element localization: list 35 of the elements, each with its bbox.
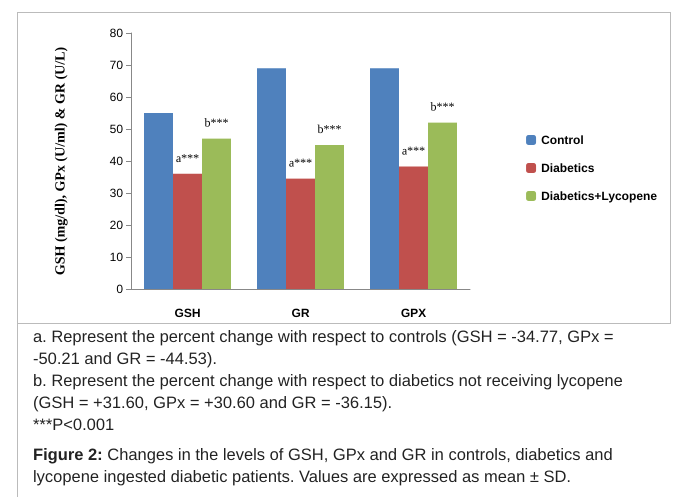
bar [202, 138, 231, 289]
y-tick-label: 10 [110, 250, 124, 264]
y-tick-label: 50 [110, 122, 124, 136]
data-label: b*** [430, 100, 454, 114]
data-label: b*** [318, 122, 342, 136]
x-tick-label: GPX [400, 306, 426, 320]
data-label: a*** [176, 150, 200, 165]
x-tick-label: GR [292, 306, 310, 320]
x-tick-label: GSH [174, 306, 201, 320]
y-tick-label: 70 [110, 58, 124, 72]
bar [428, 122, 457, 289]
y-axis-title: GSH (mg/dl), GPx (U/ml) & GR (U/L) [54, 46, 68, 276]
bar [144, 113, 173, 289]
text: a. Represent the percent change with respect to controls (GSH = -34.77, GPx = -50.21 and GR = -44.53). [33, 327, 615, 370]
y-tick-label: 20 [110, 218, 124, 232]
legend-label: Control [541, 133, 584, 147]
legend-label: Diabetics [541, 161, 595, 175]
bar [399, 166, 428, 289]
data-label: a*** [288, 156, 312, 170]
text: Figure 2: Changes in the levels of GSH, GPx and GR in controls, diabetics and lycopene ingested diabetic patients. Values are expressed as mean ± SD. [33, 445, 614, 488]
y-tick-label: 30 [110, 186, 124, 200]
y-tick-label: 60 [110, 90, 124, 104]
bar [173, 174, 202, 289]
bar [257, 68, 286, 289]
legend-label: Diabetics+Lycopene [541, 189, 658, 203]
data-label: a*** [402, 143, 426, 158]
y-tick-label: 0 [116, 282, 124, 296]
bar [370, 68, 399, 289]
bar [315, 145, 344, 289]
y-tick-label: 80 [110, 26, 124, 40]
text: b. Represent the percent change with respect to diabetics not receiving lycopene (GSH = +31.60, GPx = +30.60 and GR = -36.15). [33, 371, 624, 414]
bar [286, 178, 315, 289]
text: ***P<0.001 [33, 415, 116, 436]
data-label: b*** [204, 116, 228, 130]
y-tick-label: 40 [110, 154, 124, 168]
